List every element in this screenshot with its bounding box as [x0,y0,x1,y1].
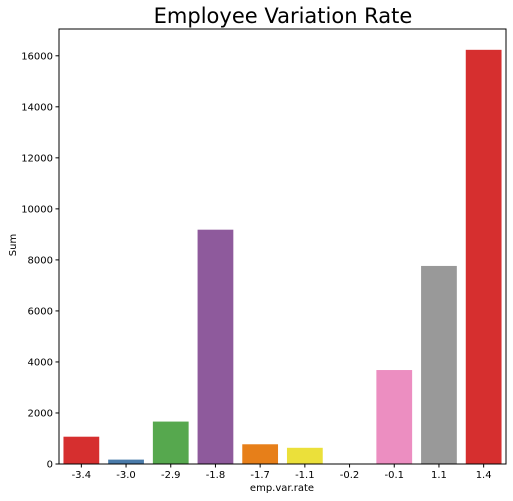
y-tick-label: 2000 [28,408,53,419]
x-tick-label: -3.0 [116,470,136,481]
y-tick-label: 8000 [28,255,53,266]
x-tick-label: 1.4 [476,470,492,481]
bar--1.1 [286,447,323,464]
x-tick-label: -2.9 [161,470,181,481]
bar-1.4 [465,49,502,465]
chart-title: Employee Variation Rate [154,4,413,28]
y-axis-label: Sum [8,234,19,256]
x-tick-label: -1.7 [250,470,270,481]
bar--1.8 [197,229,234,464]
bar--3.4 [63,436,100,464]
bar--3.0 [108,459,144,464]
plot-frame [58,28,507,465]
x-tick-label: -1.8 [206,470,226,481]
bar-1.1 [421,265,457,464]
y-axis: 0 2000 4000 6000 8000 10000 12000 14000 16000 [21,51,59,471]
y-tick-label: 6000 [28,306,53,317]
y-tick-label: 14000 [21,102,53,113]
bar--0.1 [376,370,413,464]
x-tick-label: 1.1 [431,470,447,481]
y-tick-label: 12000 [21,153,53,164]
x-tick-label: -1.1 [295,470,315,481]
x-axis-label: emp.var.rate [250,483,314,494]
y-tick-label: 16000 [21,51,53,62]
bar--2.9 [152,421,189,464]
y-tick-label: 10000 [21,204,53,215]
x-tick-label: -0.2 [340,470,360,481]
bar--1.7 [242,444,279,464]
x-tick-label: -0.1 [384,470,404,481]
y-tick-label: 4000 [28,357,53,368]
y-tick-label: 0 [47,460,53,471]
bars-group [63,49,502,465]
x-axis: -3.4 -3.0 -2.9 -1.8 -1.7 -1.1 -0.2 -0.1 1.1 1.4 [72,464,492,481]
x-tick-label: -3.4 [72,470,92,481]
